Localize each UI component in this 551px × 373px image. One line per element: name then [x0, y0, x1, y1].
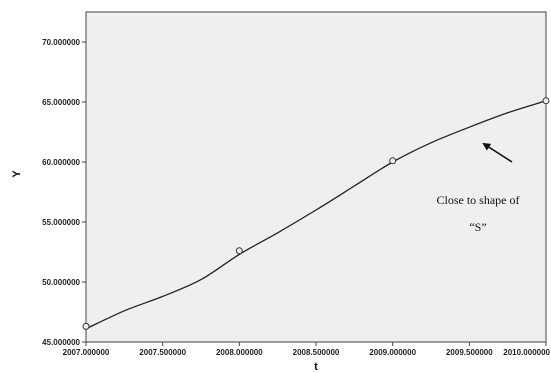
- y-tick-label: 60.000000: [42, 158, 80, 167]
- x-tick-label: 2008.500000: [293, 348, 340, 357]
- data-point: [82, 322, 90, 330]
- x-tick-label: 2007.000000: [63, 348, 110, 357]
- x-tick-label: 2009.000000: [369, 348, 416, 357]
- y-tick-label: 55.000000: [42, 218, 80, 227]
- data-point: [542, 97, 550, 105]
- x-tick-label: 2007.500000: [139, 348, 186, 357]
- y-axis-title: Y: [11, 170, 23, 178]
- x-tick-label: 2009.500000: [446, 348, 493, 357]
- x-axis: 2007.000000 2007.500000 2008.000000 2008.50…: [63, 342, 551, 357]
- plot-area: [85, 11, 547, 343]
- x-tick-label: 2008.000000: [216, 348, 263, 357]
- x-axis-title: t: [314, 361, 318, 373]
- annotation-line-2: “S”: [469, 220, 486, 234]
- observed-points: [82, 97, 550, 330]
- data-point: [389, 157, 397, 165]
- fit-curve: [85, 100, 547, 330]
- y-tick-label: 45.000000: [42, 338, 80, 347]
- annotation-line-1: Close to shape of: [437, 193, 520, 207]
- y-tick-label: 50.000000: [42, 278, 80, 287]
- annotation-arrow: [482, 142, 513, 163]
- y-tick-label: 65.000000: [42, 98, 80, 107]
- data-point: [235, 247, 243, 255]
- x-tick-label: 2010.000000: [503, 348, 550, 357]
- y-axis: 45.000000 50.000000 55.000000 60.000000 65.0…: [42, 38, 86, 347]
- y-tick-label: 70.000000: [42, 38, 80, 47]
